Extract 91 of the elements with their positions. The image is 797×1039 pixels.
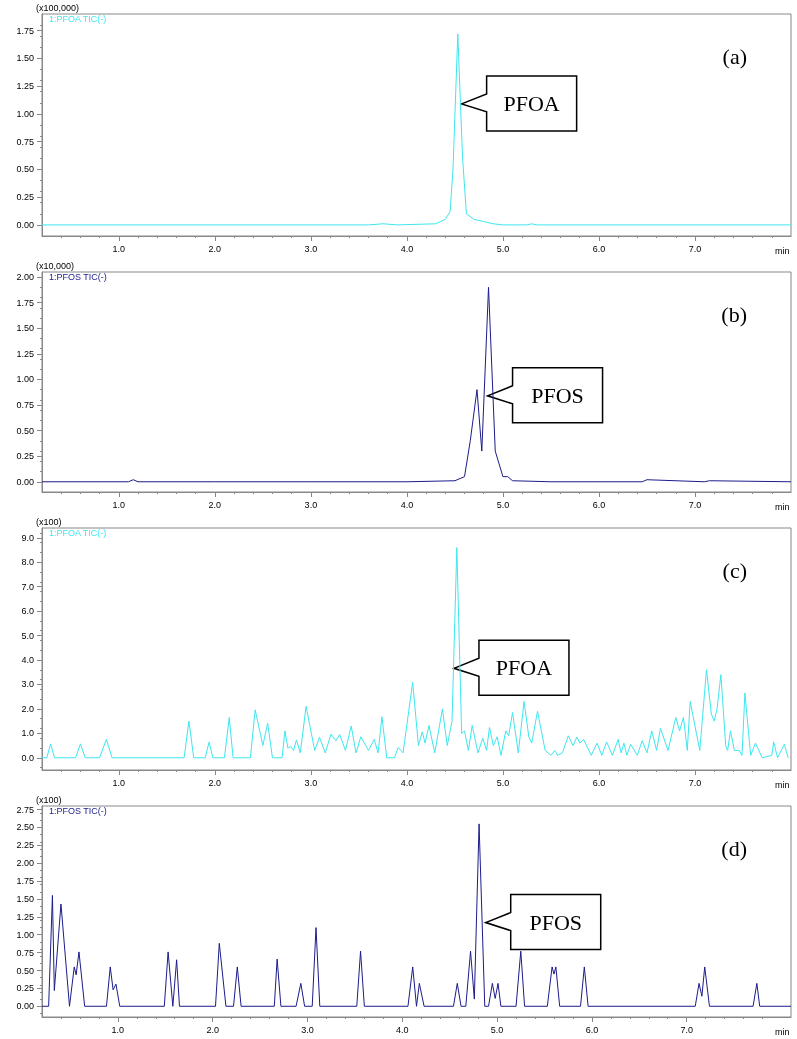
- annotation: PFOS: [531, 382, 584, 408]
- y-tick-label: 1.0: [21, 728, 34, 739]
- x-tick-label: 2.0: [208, 499, 222, 510]
- x-tick-label: 5.0: [496, 777, 510, 788]
- x-tick-label: 2.0: [206, 1024, 219, 1035]
- y-tick-label: 0.00: [16, 1001, 34, 1012]
- y-tick-label: 2.25: [16, 840, 34, 851]
- x-tick-label: 7.0: [688, 777, 702, 788]
- y-tick-label: 1.75: [16, 876, 34, 887]
- x-tick-label: 6.0: [592, 499, 606, 510]
- x-tick-label: 6.0: [592, 243, 606, 254]
- x-tick-label: 3.0: [304, 777, 318, 788]
- y-tick-label: 2.50: [16, 822, 34, 833]
- y-tick-label: 0.50: [16, 425, 34, 436]
- x-tick-label: 1.0: [112, 499, 126, 510]
- y-tick-label: 0.75: [16, 947, 34, 958]
- line-series: [41, 823, 792, 1007]
- line-series: [41, 286, 792, 483]
- x-tick-label: 4.0: [400, 499, 414, 510]
- y-axis-title: (x100): [36, 794, 62, 805]
- annotation: PFOA: [503, 90, 560, 116]
- line-series: [41, 33, 792, 226]
- x-tick-label: 3.0: [304, 243, 318, 254]
- x-tick-label: 5.0: [496, 243, 510, 254]
- y-axis-title: (x10,000): [36, 260, 75, 271]
- annotation: PFOS: [529, 909, 583, 935]
- x-tick-label: 3.0: [304, 499, 318, 510]
- annotation: (a): [722, 43, 747, 69]
- y-tick-label: 9.0: [21, 532, 34, 543]
- y-axis-title: (x100,000): [36, 2, 80, 13]
- x-tick-label: 3.0: [301, 1024, 314, 1035]
- y-tick-label: 1.25: [16, 81, 34, 92]
- x-tick-label: 6.0: [585, 1024, 599, 1035]
- y-tick-label: 0.75: [16, 400, 34, 411]
- line-series: [41, 547, 789, 759]
- y-tick-label: 1.00: [16, 374, 34, 385]
- text: 1:PFOS TIC(-): [49, 272, 107, 282]
- x-tick-label: 4.0: [400, 243, 414, 254]
- y-tick-label: 1.75: [16, 25, 34, 36]
- x-tick-label: 5.0: [490, 1024, 504, 1035]
- y-tick-label: 1.75: [16, 297, 34, 308]
- x-tick-label: 1.0: [112, 243, 126, 254]
- text: 1:PFOA TIC(-): [49, 14, 107, 24]
- x-tick-label: 5.0: [496, 499, 510, 510]
- y-tick-label: 1.50: [16, 323, 34, 334]
- y-tick-label: 7.0: [21, 581, 34, 592]
- x-tick-label: 2.0: [208, 777, 222, 788]
- x-tick-label: 6.0: [592, 777, 606, 788]
- y-axis-title: (x100): [36, 516, 62, 527]
- x-tick-label: 7.0: [680, 1024, 693, 1035]
- y-tick-label: 1.00: [16, 108, 34, 119]
- y-tick-label: 1.25: [16, 348, 34, 359]
- y-tick-label: 1.25: [16, 911, 34, 922]
- x-tick-label: 7.0: [688, 499, 702, 510]
- y-tick-label: 0.50: [16, 965, 34, 976]
- y-tick-label: 4.0: [21, 655, 34, 665]
- y-tick-label: 2.0: [21, 703, 34, 714]
- x-tick-label: 1.0: [111, 1024, 125, 1035]
- x-tick-label: 7.0: [688, 243, 702, 254]
- x-axis-title: min: [775, 501, 790, 512]
- y-tick-label: 0.75: [16, 136, 34, 147]
- y-tick-label: 1.50: [16, 53, 34, 64]
- y-tick-label: 1.00: [16, 929, 34, 940]
- y-tick-label: 0.0: [21, 752, 34, 763]
- y-tick-label: 2.75: [16, 804, 34, 815]
- text: 1:PFOS TIC(-): [49, 806, 107, 816]
- annotation: PFOA: [495, 655, 553, 681]
- x-tick-label: 4.0: [396, 1024, 409, 1035]
- y-tick-label: 2.00: [16, 272, 34, 283]
- x-axis-title: min: [775, 1026, 790, 1037]
- annotation: (c): [722, 557, 747, 583]
- annotation: (b): [721, 301, 747, 327]
- x-axis-title: min: [775, 779, 790, 790]
- y-tick-label: 0.00: [16, 219, 34, 230]
- y-tick-label: 0.25: [16, 451, 34, 462]
- x-tick-label: 1.0: [112, 777, 126, 788]
- y-tick-label: 0.50: [16, 164, 34, 175]
- y-tick-label: 8.0: [21, 557, 34, 568]
- y-tick-label: 6.0: [21, 606, 34, 617]
- y-tick-label: 1.50: [16, 893, 34, 904]
- y-tick-label: 0.25: [16, 192, 34, 203]
- y-tick-label: 0.00: [16, 476, 34, 487]
- x-axis-title: min: [775, 245, 790, 256]
- text: 1:PFOA TIC(-): [49, 528, 107, 538]
- y-tick-label: 2.00: [16, 858, 34, 869]
- x-tick-label: 2.0: [208, 243, 222, 254]
- y-tick-label: 3.0: [21, 679, 34, 690]
- y-tick-label: 5.0: [21, 630, 34, 641]
- y-tick-label: 0.25: [16, 983, 34, 994]
- x-tick-label: 4.0: [400, 777, 414, 788]
- annotation: (d): [721, 835, 747, 861]
